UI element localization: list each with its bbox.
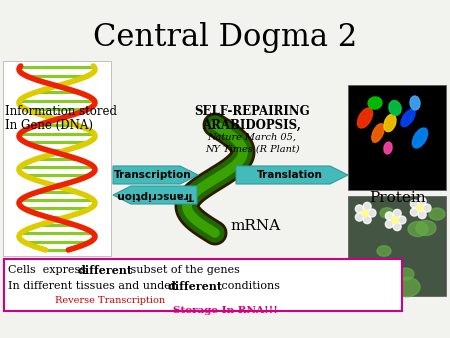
Ellipse shape [367, 278, 389, 294]
Circle shape [398, 216, 406, 224]
Circle shape [368, 209, 376, 217]
Circle shape [356, 213, 363, 221]
Ellipse shape [401, 109, 415, 127]
Circle shape [362, 210, 368, 216]
FancyBboxPatch shape [3, 61, 111, 256]
Ellipse shape [408, 221, 428, 237]
Circle shape [392, 217, 398, 223]
Text: Central Dogma 2: Central Dogma 2 [93, 22, 357, 53]
Circle shape [393, 223, 401, 231]
Text: Translation: Translation [256, 170, 323, 180]
Circle shape [385, 220, 393, 228]
Text: Cells  express: Cells express [8, 265, 90, 275]
Circle shape [423, 204, 431, 212]
Ellipse shape [413, 128, 428, 148]
Ellipse shape [357, 108, 373, 128]
Circle shape [363, 216, 371, 224]
FancyArrow shape [236, 166, 348, 184]
Text: different: different [168, 281, 223, 292]
Text: mRNA: mRNA [230, 219, 280, 233]
Circle shape [417, 205, 423, 211]
Ellipse shape [410, 96, 420, 110]
Text: Information stored: Information stored [5, 105, 117, 118]
Text: conditions: conditions [218, 281, 280, 291]
Text: Protein: Protein [369, 191, 425, 205]
Circle shape [363, 202, 371, 210]
Text: In different tissues and under: In different tissues and under [8, 281, 180, 291]
Ellipse shape [384, 142, 392, 154]
Text: Storage In RNA!!!: Storage In RNA!!! [172, 306, 278, 315]
Ellipse shape [372, 124, 384, 142]
FancyArrow shape [113, 166, 198, 184]
Circle shape [385, 212, 393, 220]
Ellipse shape [380, 208, 394, 218]
FancyBboxPatch shape [348, 85, 446, 190]
Ellipse shape [389, 101, 401, 115]
Ellipse shape [377, 246, 391, 256]
Ellipse shape [368, 97, 382, 109]
Text: Nature March 05,: Nature March 05, [207, 133, 297, 142]
Ellipse shape [398, 268, 414, 280]
Circle shape [356, 205, 363, 213]
Text: subset of the genes: subset of the genes [127, 265, 240, 275]
FancyBboxPatch shape [4, 259, 402, 311]
Ellipse shape [416, 220, 436, 236]
Text: Reverse Transcription: Reverse Transcription [55, 296, 165, 305]
Circle shape [393, 209, 401, 217]
FancyArrow shape [113, 186, 197, 204]
Text: Transcription: Transcription [114, 170, 192, 180]
Text: Transcription: Transcription [116, 190, 194, 200]
Text: different: different [77, 265, 132, 276]
Ellipse shape [384, 114, 396, 132]
Circle shape [418, 211, 426, 219]
Text: ARABIDOPSIS,: ARABIDOPSIS, [202, 119, 302, 132]
Text: SELF-REPAIRING: SELF-REPAIRING [194, 105, 310, 118]
Ellipse shape [394, 277, 420, 297]
Ellipse shape [429, 208, 445, 220]
Text: NY Times (R Plant): NY Times (R Plant) [205, 145, 299, 154]
Circle shape [418, 197, 426, 206]
Circle shape [410, 208, 419, 216]
Text: In Gene (DNA): In Gene (DNA) [5, 119, 93, 132]
Circle shape [410, 200, 419, 208]
FancyBboxPatch shape [348, 196, 446, 296]
